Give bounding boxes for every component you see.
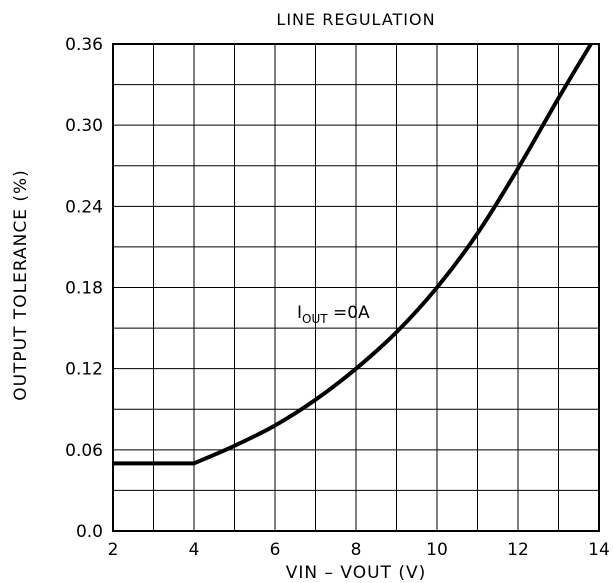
series-layer — [113, 42, 593, 466]
x-tick-label: 10 — [426, 540, 448, 560]
y-tick-label: 0.0 — [76, 522, 103, 542]
chart-title: LINE REGULATION — [276, 10, 435, 29]
annotation-main: I — [297, 303, 302, 323]
x-axis-title: VIN – VOUT (V) — [286, 563, 427, 583]
x-tick-label: 12 — [507, 540, 529, 560]
y-tick-label: 0.24 — [65, 197, 103, 217]
plot-frame — [112, 43, 600, 532]
y-tick-label: 0.06 — [65, 441, 103, 461]
annotation-tail: =0A — [328, 303, 370, 323]
x-tick-label: 6 — [270, 540, 281, 560]
y-tick-label: 0.36 — [65, 35, 103, 55]
x-tick-label: 14 — [588, 540, 610, 560]
tick-labels: 2 4 6 8 10 12 14 0.0 0.06 0.12 0.18 0.24 0.30 0.36 — [65, 35, 610, 560]
annotation-subscript: OUT — [302, 312, 328, 326]
x-tick-label: 8 — [351, 540, 362, 560]
series-line — [113, 42, 593, 466]
y-tick-label: 0.12 — [65, 360, 103, 380]
grid — [113, 44, 599, 531]
annotation-iout: IOUT =0A — [297, 303, 370, 326]
x-tick-label: 2 — [108, 540, 119, 560]
y-axis-title: OUTPUT TOLERANCE (%) — [11, 169, 31, 401]
x-tick-label: 4 — [189, 540, 200, 560]
y-tick-label: 0.18 — [65, 279, 103, 299]
y-tick-label: 0.30 — [65, 116, 103, 136]
